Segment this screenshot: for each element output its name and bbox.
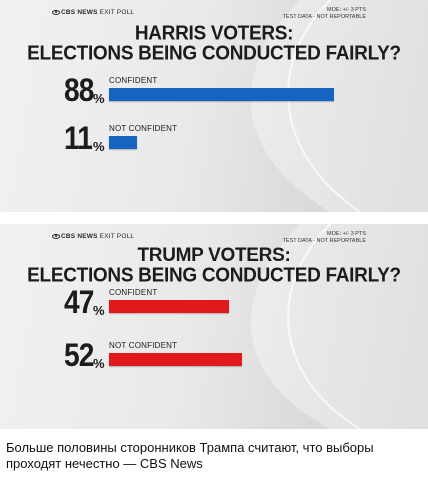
chart-title-line1: TRUMP VOTERS: xyxy=(137,244,291,267)
percent-sign: % xyxy=(93,139,105,154)
bar-not-confident xyxy=(109,353,242,366)
percent-sign: % xyxy=(93,356,105,371)
chart-title-line2: ELECTIONS BEING CONDUCTED FAIRLY? xyxy=(27,264,401,287)
percent-sign: % xyxy=(93,91,105,106)
cbs-eye-icon xyxy=(52,233,60,239)
percent-sign: % xyxy=(93,303,105,318)
trump-voters-chart: CBS NEWS EXIT POLL MOE: +/- 3 PTS TEST D… xyxy=(0,224,428,429)
value-label: 52 xyxy=(64,337,94,373)
value-label: 11 xyxy=(64,120,93,156)
category-label: NOT CONFIDENT xyxy=(109,341,178,350)
value-label: 88 xyxy=(64,72,94,108)
bar-confident xyxy=(109,88,334,101)
margin-of-error-note: MOE: +/- 3 PTS TEST DATA - NOT REPORTABL… xyxy=(282,231,366,244)
category-label: NOT CONFIDENT xyxy=(109,124,178,133)
cbs-news-logo: CBS NEWS EXIT POLL xyxy=(52,233,134,240)
chart-title-line1: HARRIS VOTERS: xyxy=(134,22,294,45)
image-caption: Больше половины сторонников Трампа счита… xyxy=(6,440,374,471)
cbs-news-logo: CBS NEWS EXIT POLL xyxy=(52,9,134,16)
harris-voters-chart: CBS NEWS EXIT POLL MOE: +/- 3 PTS TEST D… xyxy=(0,0,428,212)
bar-confident xyxy=(109,300,229,313)
chart-title-line2: ELECTIONS BEING CONDUCTED FAIRLY? xyxy=(27,42,401,65)
category-label: CONFIDENT xyxy=(109,288,158,297)
category-label: CONFIDENT xyxy=(109,76,158,85)
value-label: 47 xyxy=(64,284,94,320)
bar-not-confident xyxy=(109,136,137,149)
cbs-eye-icon xyxy=(52,9,60,15)
margin-of-error-note: MOE: +/- 3 PTS TEST DATA - NOT REPORTABL… xyxy=(282,7,366,20)
